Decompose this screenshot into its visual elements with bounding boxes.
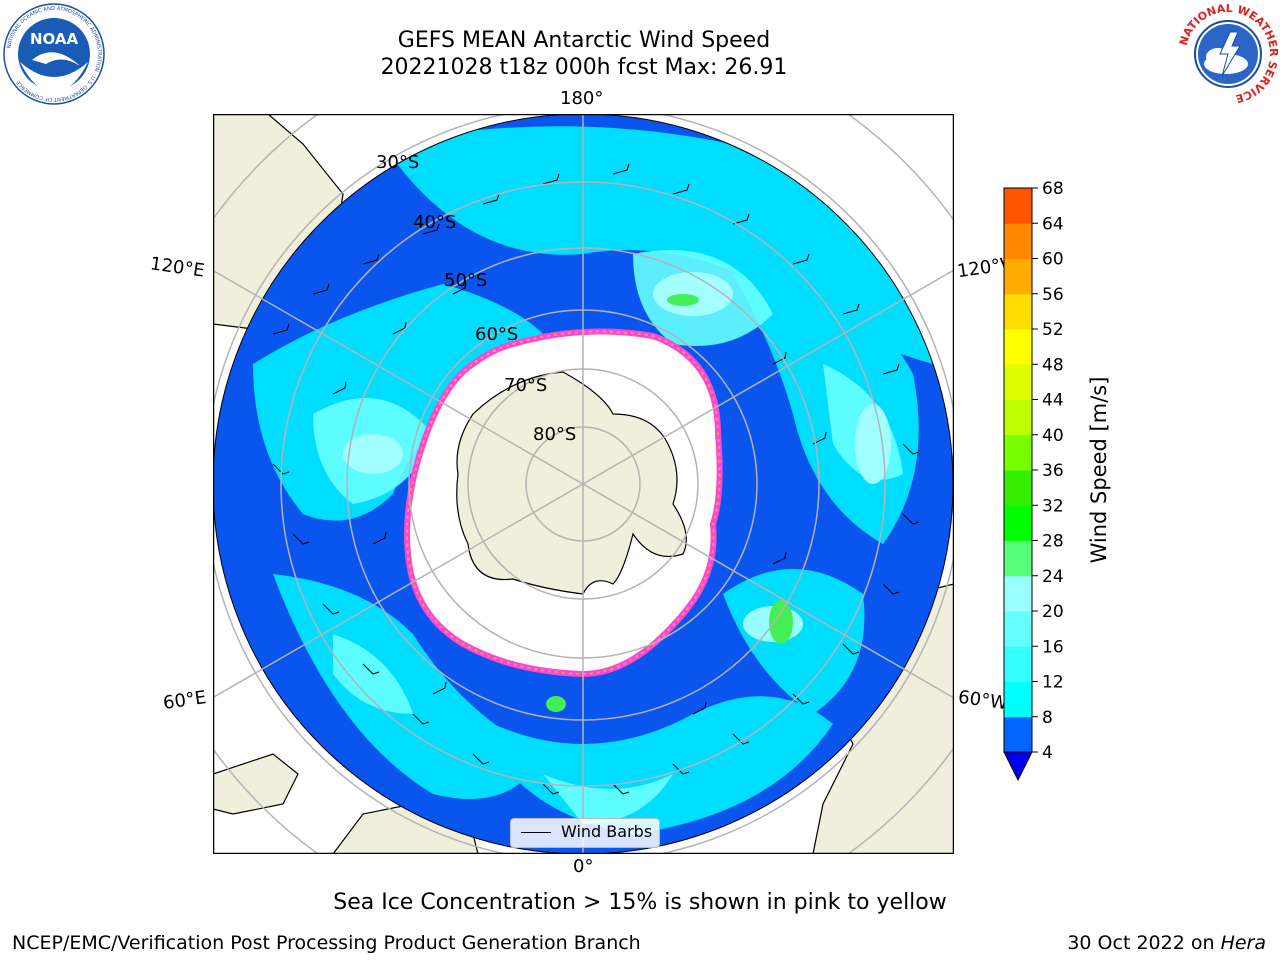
footer-date: 30 Oct 2022 on Hera xyxy=(1067,932,1266,954)
legend-line-swatch xyxy=(521,832,551,833)
colorbar-segment xyxy=(1004,399,1032,436)
lon-label-0: 0° xyxy=(573,856,594,877)
colorbar-tick-label: 60 xyxy=(1042,250,1064,270)
lat-label-40s: 40°S xyxy=(413,212,457,233)
colorbar-tick-label: 4 xyxy=(1042,743,1053,763)
colorbar-tick-label: 12 xyxy=(1042,673,1064,693)
colorbar-segment xyxy=(1004,505,1032,541)
colorbar-segment xyxy=(1004,364,1032,400)
wind-field-20-24 xyxy=(546,294,793,712)
lon-label-60e: 60°E xyxy=(161,687,208,714)
footer-host: Hera xyxy=(1220,932,1266,954)
colorbar-tick-label: 68 xyxy=(1042,180,1064,199)
colorbar-segment xyxy=(1004,223,1032,259)
lon-label-120e: 120°E xyxy=(148,253,206,282)
colorbar-tick-label: 36 xyxy=(1042,461,1064,481)
colorbar-tick-label: 24 xyxy=(1042,567,1064,587)
colorbar-tick-label: 52 xyxy=(1042,320,1064,340)
colorbar-tick-label: 56 xyxy=(1042,285,1064,305)
colorbar-segment xyxy=(1004,611,1032,647)
colorbar-segment xyxy=(1004,681,1032,718)
colorbar-segment xyxy=(1004,540,1032,577)
colorbar-segment xyxy=(1004,188,1032,224)
colorbar-segment xyxy=(1004,575,1032,612)
colorbar-label: Wind Speed [m/s] xyxy=(1087,377,1111,564)
colorbar-tick-label: 44 xyxy=(1042,391,1064,411)
colorbar-tick-label: 8 xyxy=(1042,708,1053,728)
colorbar-tick-label: 40 xyxy=(1042,426,1064,446)
lat-label-50s: 50°S xyxy=(444,270,488,291)
colorbar-segment xyxy=(1004,716,1032,753)
wind-barbs xyxy=(272,163,920,795)
map-frame-border xyxy=(213,114,954,854)
colorbar-segment xyxy=(1004,258,1032,295)
antarctica-land xyxy=(456,371,687,595)
colorbar-segment xyxy=(1004,293,1032,330)
chart-subtitle: 20221028 t18z 000h fcst Max: 26.91 xyxy=(380,55,788,80)
footer-credit: NCEP/EMC/Verification Post Processing Pr… xyxy=(12,932,641,954)
nws-logo: NATIONAL WEATHER SERVICE xyxy=(1177,2,1280,105)
noaa-logo: NOAA NATIONAL OCEANIC AND ATMOSPHERIC AD… xyxy=(3,3,105,105)
wind-barb-legend: Wind Barbs xyxy=(510,818,660,848)
colorbar-tick-label: 28 xyxy=(1042,532,1064,552)
legend-label: Wind Barbs xyxy=(561,822,653,841)
colorbar-tick-label: 20 xyxy=(1042,602,1064,622)
colorbar-segment xyxy=(1004,470,1032,506)
colorbar-segment xyxy=(1004,434,1032,471)
svg-text:NOAA: NOAA xyxy=(30,30,79,48)
colorbar-segment xyxy=(1004,329,1032,365)
colorbar-tick-label: 16 xyxy=(1042,637,1064,657)
lat-label-60s: 60°S xyxy=(475,324,519,345)
lat-label-70s: 70°S xyxy=(504,375,548,396)
lon-label-180: 180° xyxy=(560,88,604,109)
sea-ice-caption: Sea Ice Concentration > 15% is shown in … xyxy=(333,890,947,915)
footer-date-text: 30 Oct 2022 on xyxy=(1067,932,1221,954)
graticule xyxy=(213,114,954,854)
colorbar-tick-label: 48 xyxy=(1042,355,1064,375)
madagascar-land xyxy=(213,753,299,815)
lat-label-30s: 30°S xyxy=(376,152,420,173)
lat-label-80s: 80°S xyxy=(533,424,577,445)
colorbar-segment xyxy=(1004,646,1032,682)
colorbar-under-arrow xyxy=(1003,751,1033,782)
chart-title: GEFS MEAN Antarctic Wind Speed xyxy=(397,28,771,53)
colorbar-tick-label: 32 xyxy=(1042,496,1064,516)
colorbar-tick-label: 64 xyxy=(1042,214,1064,234)
polar-map xyxy=(213,114,954,854)
